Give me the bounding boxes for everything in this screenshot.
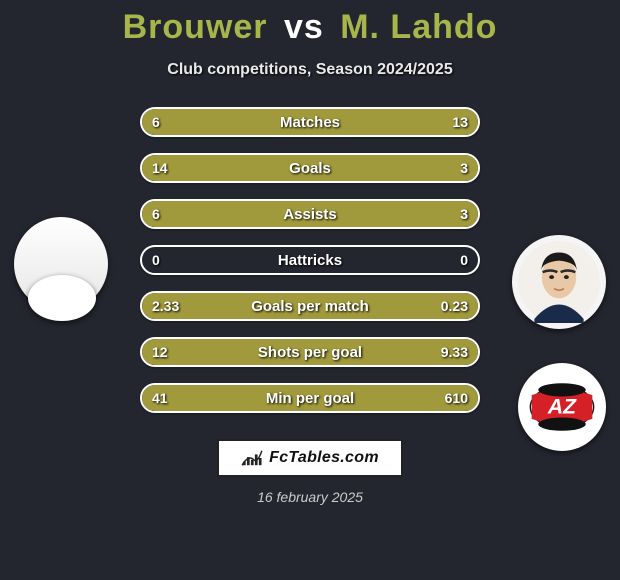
stat-label: Hattricks <box>278 252 342 269</box>
stat-bar: 6 3 Assists <box>140 199 480 229</box>
player1-name: Brouwer <box>123 8 268 46</box>
bar-fill-right <box>418 155 478 181</box>
stat-label: Matches <box>280 114 340 131</box>
stat-bars: 6 13 Matches 14 3 Goals 6 3 Assists 0 0 Hattricks 2.… <box>140 107 480 413</box>
stat-value-right: 3 <box>460 206 468 222</box>
brand-text: FcTables.com <box>269 449 379 467</box>
footer: FcTables.com 16 february 2025 <box>0 439 620 505</box>
player2-face-icon <box>518 241 600 323</box>
subtitle: Club competitions, Season 2024/2025 <box>0 61 620 79</box>
stat-value-left: 6 <box>152 206 160 222</box>
stat-value-left: 2.33 <box>152 298 179 314</box>
player2-club-badge: AZ <box>518 363 606 451</box>
stat-bar: 6 13 Matches <box>140 107 480 137</box>
player2-name: M. Lahdo <box>340 8 497 46</box>
stat-label: Min per goal <box>266 390 354 407</box>
brand-box: FcTables.com <box>217 439 403 477</box>
stat-bar: 12 9.33 Shots per goal <box>140 337 480 367</box>
stat-value-right: 0 <box>460 252 468 268</box>
stat-bar: 41 610 Min per goal <box>140 383 480 413</box>
comparison-title: Brouwer vs M. Lahdo <box>0 0 620 47</box>
stat-value-left: 12 <box>152 344 168 360</box>
vs-text: vs <box>284 8 324 46</box>
bar-fill-left <box>142 155 418 181</box>
date-text: 16 february 2025 <box>257 489 363 505</box>
az-logo-icon: AZ <box>529 380 595 434</box>
stat-label: Goals <box>289 160 331 177</box>
stat-label: Assists <box>283 206 336 223</box>
stat-bar: 2.33 0.23 Goals per match <box>140 291 480 321</box>
stat-value-right: 9.33 <box>441 344 468 360</box>
stat-value-right: 610 <box>445 390 468 406</box>
stat-label: Shots per goal <box>258 344 362 361</box>
stat-value-right: 3 <box>460 160 468 176</box>
player1-club-badge <box>28 275 96 321</box>
stat-value-left: 41 <box>152 390 168 406</box>
stat-value-left: 14 <box>152 160 168 176</box>
player2-avatar <box>512 235 606 329</box>
stat-bar: 0 0 Hattricks <box>140 245 480 275</box>
svg-text:AZ: AZ <box>547 396 577 419</box>
stat-value-left: 0 <box>152 252 160 268</box>
stat-value-right: 0.23 <box>441 298 468 314</box>
fctables-chart-icon <box>241 449 263 467</box>
stat-value-left: 6 <box>152 114 160 130</box>
comparison-stage: AZ 613Matches143Goals63Assists00Hattrick… <box>0 107 620 413</box>
stat-label: Goals per match <box>251 298 369 315</box>
stat-bar: 14 3 Goals <box>140 153 480 183</box>
stat-value-right: 13 <box>452 114 468 130</box>
